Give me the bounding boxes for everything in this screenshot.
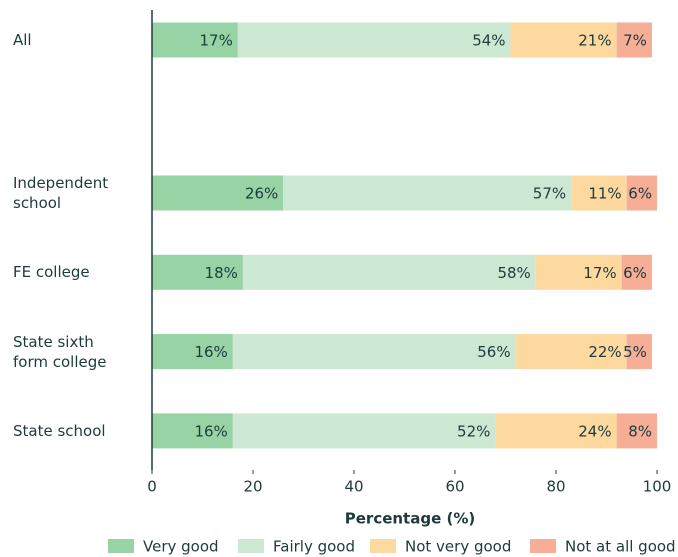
bar-segment: [571, 175, 627, 211]
bar-segment: [152, 175, 284, 211]
value-label: 11%: [588, 185, 621, 203]
x-axis-label: Percentage (%): [345, 510, 475, 528]
legend-swatch: [238, 539, 264, 553]
bar-segment: [152, 334, 233, 370]
bar-segment: [616, 413, 657, 449]
bar-segment: [237, 22, 511, 58]
value-label: 7%: [623, 32, 647, 50]
value-label: 57%: [533, 185, 566, 203]
bar-segment: [626, 334, 652, 370]
x-tick-label: 40: [344, 478, 363, 496]
x-tick-label: 20: [243, 478, 262, 496]
value-label: 22%: [588, 343, 621, 361]
value-label: 8%: [628, 422, 652, 440]
legend-swatch: [108, 539, 134, 553]
bar-segment: [283, 175, 572, 211]
value-label: 21%: [578, 32, 611, 50]
category-label: FE college: [13, 263, 90, 282]
value-label: 6%: [623, 264, 647, 282]
bar-segment: [515, 334, 627, 370]
bar-segment: [152, 254, 243, 290]
category-label: Independent school: [13, 174, 109, 212]
bar-segment: [510, 22, 617, 58]
legend-label: Not very good: [405, 538, 511, 556]
x-tick-label: 100: [643, 478, 672, 496]
bar-segment: [152, 413, 233, 449]
bar-segment: [232, 334, 516, 370]
bar-segment: [535, 254, 622, 290]
bar-segment: [232, 413, 496, 449]
x-tick-label: 60: [445, 478, 464, 496]
bar-segment: [152, 22, 238, 58]
category-label: All: [13, 31, 32, 49]
category-label: State school: [13, 421, 106, 440]
value-label: 26%: [245, 185, 278, 203]
value-label: 16%: [194, 343, 227, 361]
value-label: 54%: [472, 32, 505, 50]
legend-label: Not at all good: [565, 538, 676, 556]
legend-label: Very good: [143, 538, 219, 556]
bar-segment: [616, 22, 652, 58]
category-label: State sixth form college: [13, 332, 107, 371]
value-label: 17%: [200, 32, 233, 50]
bar-segment: [495, 413, 617, 449]
x-tick-label: 0: [147, 478, 157, 496]
bar-segment: [626, 175, 657, 211]
bar-segment: [621, 254, 652, 290]
legend-swatch: [370, 539, 396, 553]
value-label: 52%: [457, 422, 490, 440]
value-label: 58%: [497, 264, 530, 282]
bar-segment: [242, 254, 536, 290]
legend-swatch: [530, 539, 556, 553]
value-label: 5%: [623, 343, 647, 361]
x-tick-label: 80: [546, 478, 565, 496]
value-label: 18%: [205, 264, 238, 282]
value-label: 17%: [583, 264, 616, 282]
value-label: 16%: [194, 422, 227, 440]
legend-label: Fairly good: [273, 538, 355, 556]
value-label: 56%: [477, 343, 510, 361]
value-label: 24%: [578, 422, 611, 440]
value-label: 6%: [628, 185, 652, 203]
